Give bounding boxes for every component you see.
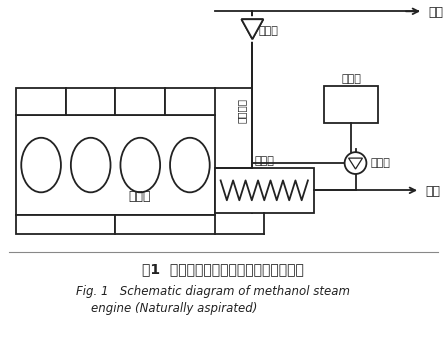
Text: 液压泵: 液压泵 (371, 158, 390, 168)
Circle shape (345, 152, 367, 174)
Text: 进气: 进气 (428, 6, 443, 19)
Ellipse shape (21, 138, 61, 192)
Bar (16, 88, 66, 116)
Text: 图1  甲醇蒸汽发动机示意图（自然吸气）: 图1 甲醇蒸汽发动机示意图（自然吸气） (142, 262, 304, 276)
Bar (165, 88, 215, 116)
Bar (215, 168, 314, 213)
Text: 内燃机: 内燃机 (128, 190, 151, 203)
Text: engine (Naturally aspirated): engine (Naturally aspirated) (91, 302, 257, 315)
Bar (324, 86, 378, 123)
Polygon shape (241, 19, 263, 39)
Ellipse shape (71, 138, 110, 192)
Text: 蒸发器: 蒸发器 (254, 156, 274, 166)
Text: Fig. 1   Schematic diagram of methanol steam: Fig. 1 Schematic diagram of methanol ste… (76, 285, 350, 298)
Polygon shape (349, 158, 363, 169)
Bar (16, 215, 115, 235)
Polygon shape (241, 19, 263, 39)
Text: 排气: 排气 (425, 185, 440, 198)
Ellipse shape (170, 138, 210, 192)
Text: 喷射器: 喷射器 (258, 26, 278, 36)
Bar (115, 88, 165, 116)
Bar (16, 116, 215, 215)
Bar (66, 88, 115, 116)
Text: 甲醇箱: 甲醇箱 (341, 74, 361, 84)
Bar (115, 215, 215, 235)
Ellipse shape (120, 138, 160, 192)
Text: 甲醇蒸汽: 甲醇蒸汽 (236, 98, 246, 123)
